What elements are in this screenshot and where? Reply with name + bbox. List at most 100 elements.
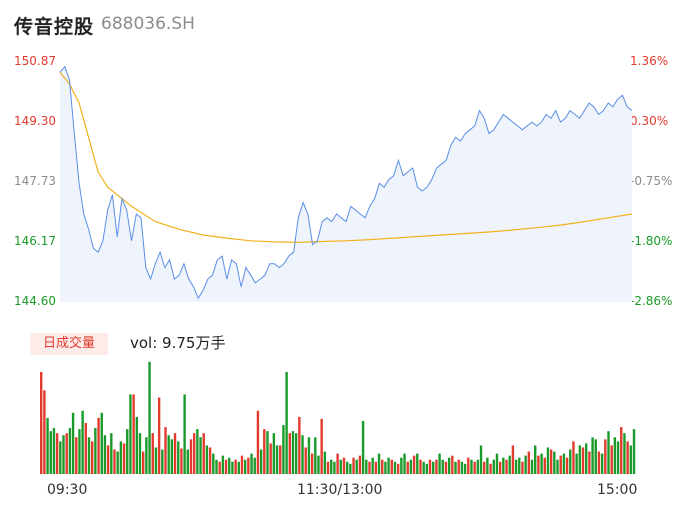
volume-bar (425, 463, 429, 474)
volume-bar (483, 461, 486, 474)
volume-bar (591, 437, 594, 474)
y-label-right-0: 1.36% (630, 54, 669, 68)
volume-bar (613, 437, 617, 474)
volume-bar (444, 461, 448, 474)
volume-bar (387, 457, 390, 474)
volume-bar (352, 457, 355, 474)
volume-bar (565, 457, 569, 474)
volume-bar (562, 453, 566, 474)
volume-bar (435, 459, 438, 474)
volume-bar (272, 433, 276, 474)
volume-bar (84, 423, 88, 474)
volume-bar (374, 461, 378, 474)
volume-bar (403, 453, 406, 474)
volume-bar (177, 441, 180, 474)
volume-bar (291, 431, 295, 474)
volume-bar (250, 453, 253, 474)
volume-bar (597, 451, 601, 474)
volume-bar (492, 459, 495, 474)
volume-bar (135, 416, 138, 474)
volume-bar (502, 457, 505, 474)
volume-bar (247, 457, 250, 474)
volume-bar (132, 394, 135, 474)
volume-bar (196, 429, 199, 474)
price-line (59, 65, 633, 300)
volume-bar (412, 455, 416, 474)
volume-bar (537, 455, 540, 474)
volume-bar (208, 447, 212, 474)
volume-bar (486, 457, 489, 474)
stock-name: 传音控股 (14, 16, 95, 38)
volume-bar (623, 433, 626, 474)
volume-bar (94, 428, 97, 474)
volume-bar (275, 445, 279, 474)
volume-bar (237, 461, 240, 474)
volume-bar (224, 459, 228, 474)
volume-bar (116, 451, 119, 474)
y-label-right-1: 0.30% (630, 114, 669, 128)
volume-bar (610, 445, 613, 474)
y-label-left-2: 147.73 (14, 174, 56, 188)
volume-bar (231, 461, 234, 474)
volume-bar (463, 463, 467, 474)
volume-bar (556, 459, 559, 474)
volume-bar (384, 461, 387, 474)
volume-bar (432, 461, 435, 474)
volume-bar (55, 433, 59, 474)
volume-bar (607, 431, 610, 474)
volume-bar (518, 457, 521, 474)
volume-bar (164, 427, 167, 474)
volume-bar (259, 449, 263, 474)
volume-bar (205, 445, 209, 474)
volume-bar (365, 459, 368, 474)
price-area (60, 66, 632, 302)
volume-bar (186, 449, 189, 474)
volume-bar (59, 441, 62, 474)
volume-bar (371, 457, 374, 474)
volume-bar (314, 437, 317, 474)
volume-value: vol: 9.75万手 (130, 334, 226, 352)
volume-bar (495, 453, 499, 474)
volume-bar (377, 453, 381, 474)
volume-bar (479, 445, 483, 474)
volume-bar (154, 447, 158, 474)
volume-bar (180, 448, 183, 474)
volume-bar (167, 435, 170, 474)
volume-bar (514, 459, 518, 474)
volume-bar (49, 431, 52, 474)
volume-bar (173, 433, 177, 474)
volume-bar (157, 397, 161, 474)
volume-bar (345, 461, 349, 474)
volume-bar (546, 447, 550, 474)
volume-bar (524, 455, 527, 474)
volume-bar (46, 417, 49, 474)
volume-bar (358, 455, 362, 474)
volume-bar (460, 461, 464, 474)
volume-bar (508, 455, 511, 474)
y-label-left-1: 149.30 (14, 114, 56, 128)
y-label-right-3: -1.80% (630, 234, 673, 248)
volume-bar (632, 429, 636, 474)
volume-bar (110, 433, 113, 474)
volume-bar (620, 427, 623, 474)
volume-bar (400, 457, 403, 474)
volume-bar (234, 459, 237, 474)
volume-bar (534, 445, 537, 474)
volume-bar (161, 449, 164, 474)
volume-bar (301, 435, 304, 474)
volume-bar (215, 459, 218, 474)
volume-bar (361, 420, 365, 474)
volume-bar (540, 453, 543, 474)
volume-bar (212, 453, 215, 474)
volume-bar (151, 433, 154, 474)
volume-bar (122, 443, 126, 474)
volume-bar (454, 461, 457, 474)
volume-bar (65, 433, 68, 474)
volume-bar (527, 451, 531, 474)
volume-bar (441, 459, 444, 474)
y-label-left-0: 150.87 (14, 54, 56, 68)
volume-bar (119, 441, 123, 474)
volume-bar (282, 425, 285, 474)
volume-bar (409, 459, 413, 474)
volume-bar (333, 461, 336, 474)
